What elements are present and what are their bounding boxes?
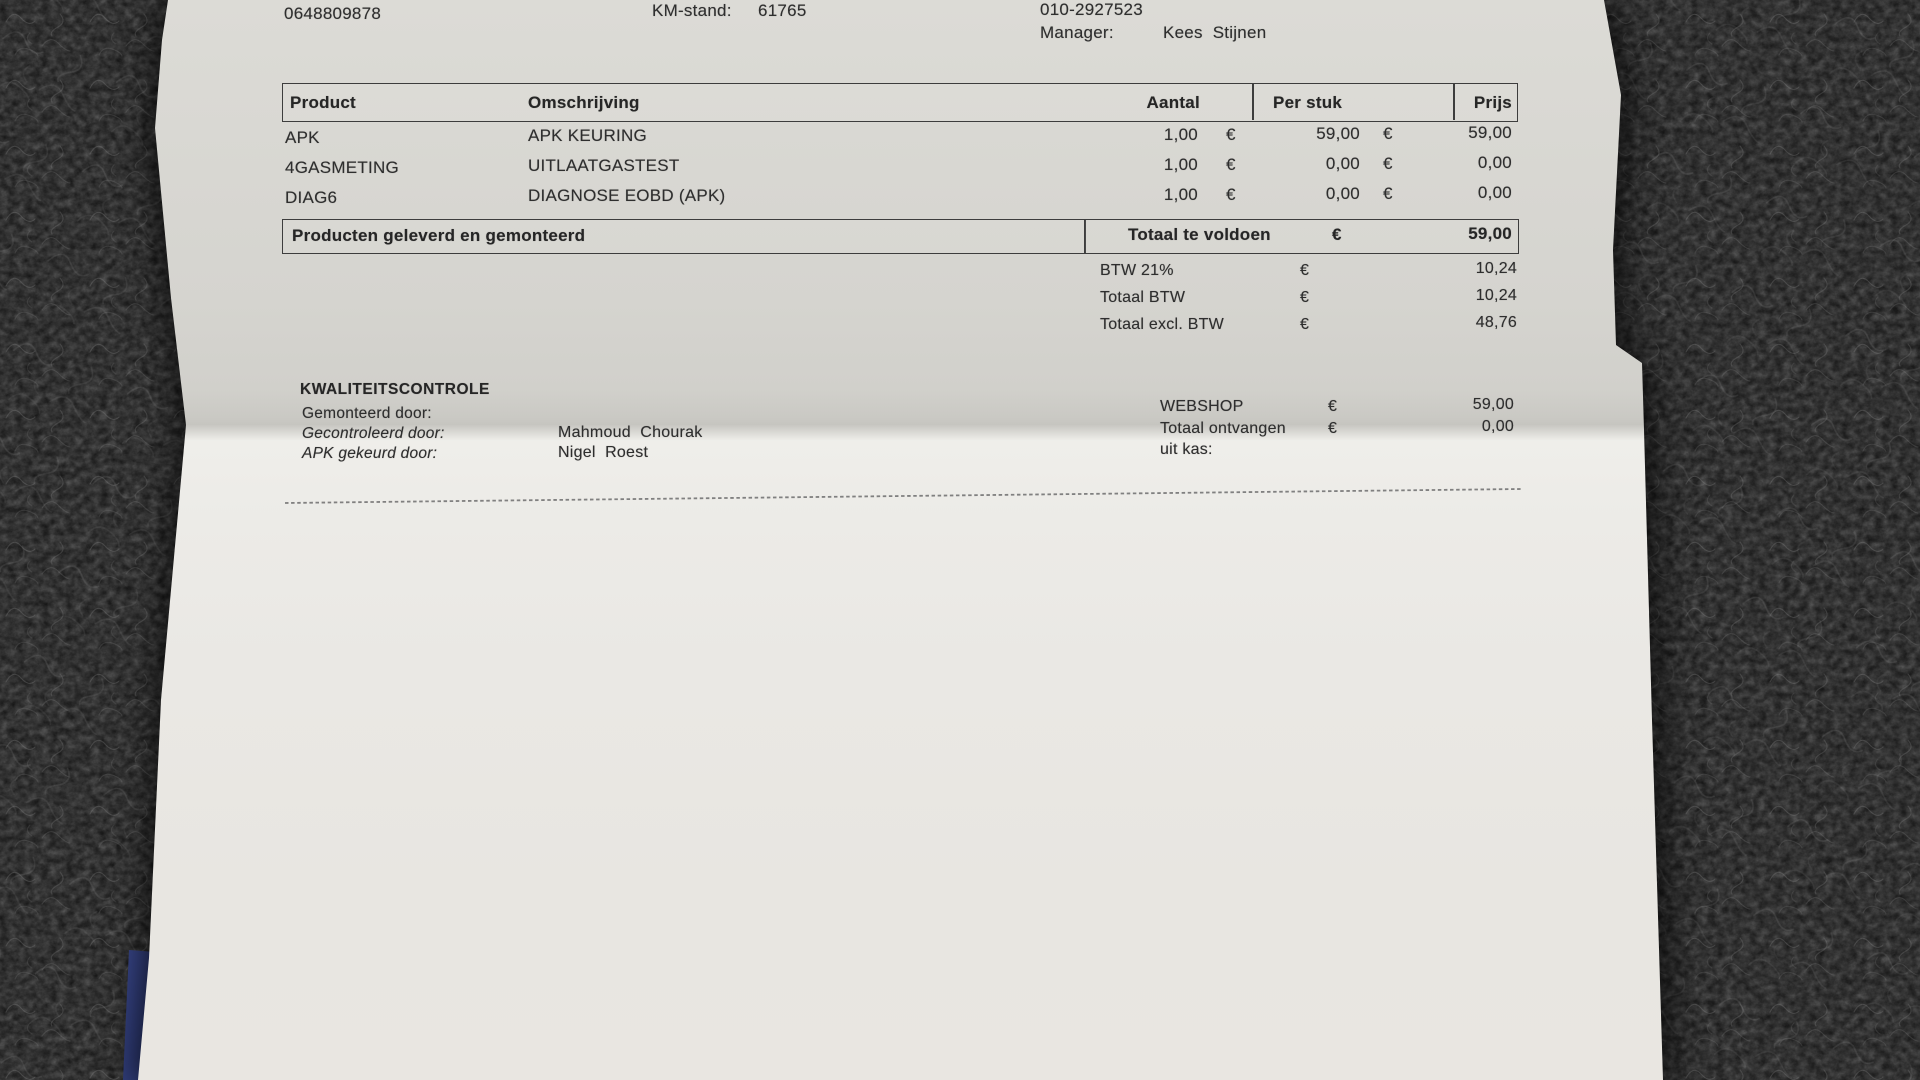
cell-aantal: 1,00 [1163, 125, 1198, 144]
euro-sign: € [1226, 125, 1236, 144]
cell-product: 4GASMETING [285, 158, 399, 177]
table-header-box [282, 83, 1518, 122]
tax-line-amount: 10,24 [1475, 260, 1517, 277]
manager-label: Manager: [1040, 23, 1114, 42]
table-header-divider-2 [1453, 83, 1455, 120]
total-row-box-left [282, 219, 1086, 254]
total-due-label: Totaal te voldoen [1128, 225, 1271, 244]
euro-sign: € [1300, 316, 1310, 333]
cell-prijs: 59,00 [1468, 123, 1512, 142]
column-header-aantal: Aantal [1146, 93, 1200, 112]
payment-line-label: Totaal ontvangen [1160, 420, 1286, 437]
euro-sign: € [1300, 262, 1310, 279]
payment-line-amount: 59,00 [1472, 396, 1514, 413]
phone-number-right: 010-2927523 [1040, 0, 1143, 19]
payment-line-amount: 0,00 [1481, 418, 1514, 435]
euro-sign: € [1383, 184, 1393, 203]
column-header-per-stuk: Per stuk [1273, 93, 1343, 112]
tax-line-amount: 48,76 [1475, 314, 1517, 331]
table-header-divider-1 [1252, 83, 1254, 120]
cell-aantal: 1,00 [1163, 185, 1198, 204]
cell-product: DIAG6 [285, 188, 338, 207]
cell-per-stuk: 59,00 [1316, 124, 1360, 143]
manager-name: Kees Stijnen [1163, 23, 1267, 42]
tax-line-label: Totaal excl. BTW [1100, 316, 1225, 333]
euro-sign: € [1328, 398, 1338, 415]
apk-approved-by-name: Nigel Roest [558, 444, 649, 461]
cell-omschrijving: APK KEURING [528, 126, 647, 145]
cell-prijs: 0,00 [1477, 183, 1512, 202]
column-header-prijs: Prijs [1473, 93, 1512, 112]
payment-line-label: WEBSHOP [1160, 398, 1244, 415]
euro-sign: € [1300, 289, 1310, 306]
cell-product: APK [285, 128, 320, 147]
euro-sign: € [1332, 225, 1342, 244]
checked-by-label: Gecontroleerd door: [302, 425, 445, 442]
tax-line-label: BTW 21% [1100, 262, 1174, 279]
cell-prijs: 0,00 [1477, 153, 1512, 172]
km-stand-label: KM-stand: [652, 1, 732, 20]
perforation-dotted-line [284, 488, 1522, 504]
payment-line-label: uit kas: [1160, 441, 1213, 458]
column-header-product: Product [290, 93, 356, 112]
tax-line-amount: 10,24 [1475, 287, 1517, 304]
total-row-box-right [1084, 219, 1519, 254]
euro-sign: € [1226, 155, 1236, 174]
cell-aantal: 1,00 [1163, 155, 1198, 174]
euro-sign: € [1383, 124, 1393, 143]
cell-omschrijving: DIAGNOSE EOBD (APK) [528, 186, 726, 205]
tax-line-label: Totaal BTW [1100, 289, 1186, 306]
checked-by-name: Mahmoud Chourak [558, 424, 703, 441]
euro-sign: € [1328, 420, 1338, 437]
mounted-by-label: Gemonteerd door: [302, 405, 432, 422]
phone-number-left: 0648809878 [284, 4, 382, 23]
column-header-omschrijving: Omschrijving [528, 93, 640, 112]
delivered-mounted-label: Producten geleverd en gemonteerd [292, 226, 586, 245]
cell-per-stuk: 0,00 [1325, 154, 1360, 173]
quality-control-title: KWALITEITSCONTROLE [300, 381, 490, 398]
apk-approved-by-label: APK gekeurd door: [302, 445, 438, 462]
total-due-amount: 59,00 [1468, 224, 1512, 243]
euro-sign: € [1383, 154, 1393, 173]
km-stand-value: 61765 [758, 1, 807, 20]
cell-omschrijving: UITLAATGASTEST [528, 156, 680, 175]
euro-sign: € [1226, 185, 1236, 204]
cell-per-stuk: 0,00 [1325, 184, 1360, 203]
